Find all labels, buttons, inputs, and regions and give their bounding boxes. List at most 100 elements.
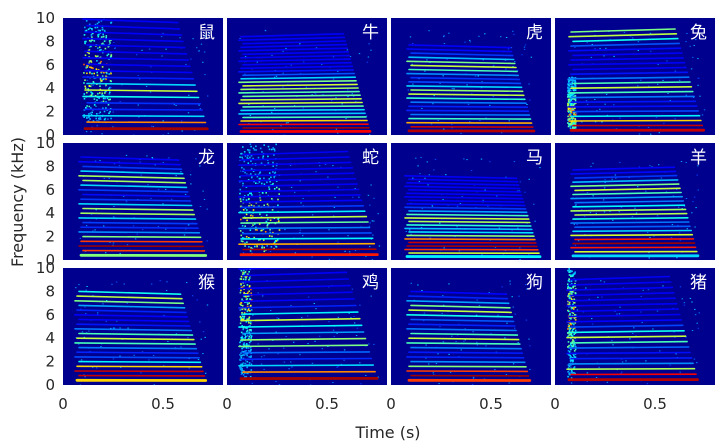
noise-speck xyxy=(250,246,252,249)
noise-speck xyxy=(332,56,335,58)
noise-speck xyxy=(98,21,100,23)
noise-speck xyxy=(482,199,484,201)
noise-speck xyxy=(239,192,241,195)
noise-speck xyxy=(207,95,209,97)
noise-speck xyxy=(110,80,112,83)
noise-speck xyxy=(569,112,572,115)
noise-speck xyxy=(573,80,575,82)
noise-speck xyxy=(275,331,277,333)
noise-speck xyxy=(680,161,683,162)
noise-speck xyxy=(574,292,577,294)
noise-speck xyxy=(570,290,573,293)
noise-speck xyxy=(103,43,105,45)
harmonic-band xyxy=(82,95,200,99)
noise-speck xyxy=(352,196,354,198)
noise-speck xyxy=(244,278,247,281)
harmonic-band xyxy=(570,100,697,103)
noise-speck xyxy=(102,35,105,38)
panel-background xyxy=(391,268,551,385)
noise-speck xyxy=(435,363,438,364)
noise-speck xyxy=(569,372,571,374)
noise-speck xyxy=(567,98,570,101)
panel-label: 虎 xyxy=(526,23,543,43)
noise-speck xyxy=(573,366,576,368)
harmonic-band xyxy=(240,156,350,161)
harmonic-band xyxy=(240,278,350,283)
noise-speck xyxy=(125,154,128,156)
noise-speck xyxy=(368,225,371,227)
noise-speck xyxy=(88,46,91,48)
noise-speck xyxy=(264,231,267,233)
noise-speck xyxy=(358,53,361,55)
noise-speck xyxy=(344,250,346,252)
noise-speck xyxy=(615,177,617,179)
noise-speck xyxy=(572,358,574,361)
noise-speck xyxy=(248,341,251,344)
panel-label: 兔 xyxy=(690,23,707,43)
noise-speck xyxy=(505,68,507,70)
noise-speck xyxy=(599,108,601,110)
noise-speck xyxy=(568,301,571,304)
noise-speck xyxy=(372,234,374,236)
noise-speck xyxy=(90,45,92,48)
noise-speck xyxy=(321,63,323,65)
noise-speck xyxy=(568,326,571,329)
spectrogram-panel: 鸡 xyxy=(227,268,387,385)
noise-speck xyxy=(245,213,248,216)
noise-speck xyxy=(80,308,82,310)
noise-speck xyxy=(572,79,574,81)
noise-speck xyxy=(206,304,209,306)
harmonic-band xyxy=(242,199,363,203)
harmonic-band xyxy=(240,43,348,49)
noise-speck xyxy=(629,36,632,38)
noise-speck xyxy=(568,87,570,89)
noise-speck xyxy=(571,109,573,112)
noise-speck xyxy=(260,363,263,365)
noise-speck xyxy=(239,316,242,318)
noise-speck xyxy=(202,190,204,192)
noise-speck xyxy=(568,101,571,104)
noise-speck xyxy=(420,227,423,228)
harmonic-band xyxy=(84,50,188,55)
panel-label: 龙 xyxy=(198,148,215,168)
harmonic-band xyxy=(574,212,688,216)
noise-speck xyxy=(206,208,208,210)
noise-speck xyxy=(570,85,573,88)
harmonic-band xyxy=(568,297,677,302)
noise-speck xyxy=(678,232,681,234)
harmonic-band xyxy=(570,340,688,344)
noise-speck xyxy=(258,223,261,225)
noise-speck xyxy=(567,341,570,343)
noise-speck xyxy=(494,369,496,371)
noise-speck xyxy=(268,348,270,350)
noise-speck xyxy=(248,279,250,281)
noise-speck xyxy=(285,122,288,124)
noise-speck xyxy=(534,220,536,222)
noise-speck xyxy=(250,340,252,342)
noise-speck xyxy=(567,294,570,297)
noise-speck xyxy=(133,217,135,219)
noise-speck xyxy=(573,340,575,343)
noise-speck xyxy=(244,207,247,210)
harmonic-band xyxy=(406,203,526,207)
noise-speck xyxy=(239,38,241,39)
noise-speck xyxy=(85,106,87,109)
noise-speck xyxy=(249,156,251,159)
harmonic-band xyxy=(574,225,691,228)
noise-speck xyxy=(91,39,94,41)
noise-speck xyxy=(249,350,251,353)
noise-speck xyxy=(267,194,270,196)
noise-speck xyxy=(181,130,183,132)
harmonic-band xyxy=(408,68,518,73)
noise-speck xyxy=(195,158,197,160)
panel-label: 猴 xyxy=(198,273,215,293)
y-tick-label: 0 xyxy=(45,126,55,144)
noise-speck xyxy=(512,306,514,308)
noise-speck xyxy=(87,116,90,119)
noise-speck xyxy=(573,343,575,345)
noise-speck xyxy=(307,296,310,298)
noise-speck xyxy=(166,281,168,283)
harmonic-band xyxy=(568,346,690,349)
noise-speck xyxy=(112,358,115,360)
noise-speck xyxy=(319,165,321,167)
